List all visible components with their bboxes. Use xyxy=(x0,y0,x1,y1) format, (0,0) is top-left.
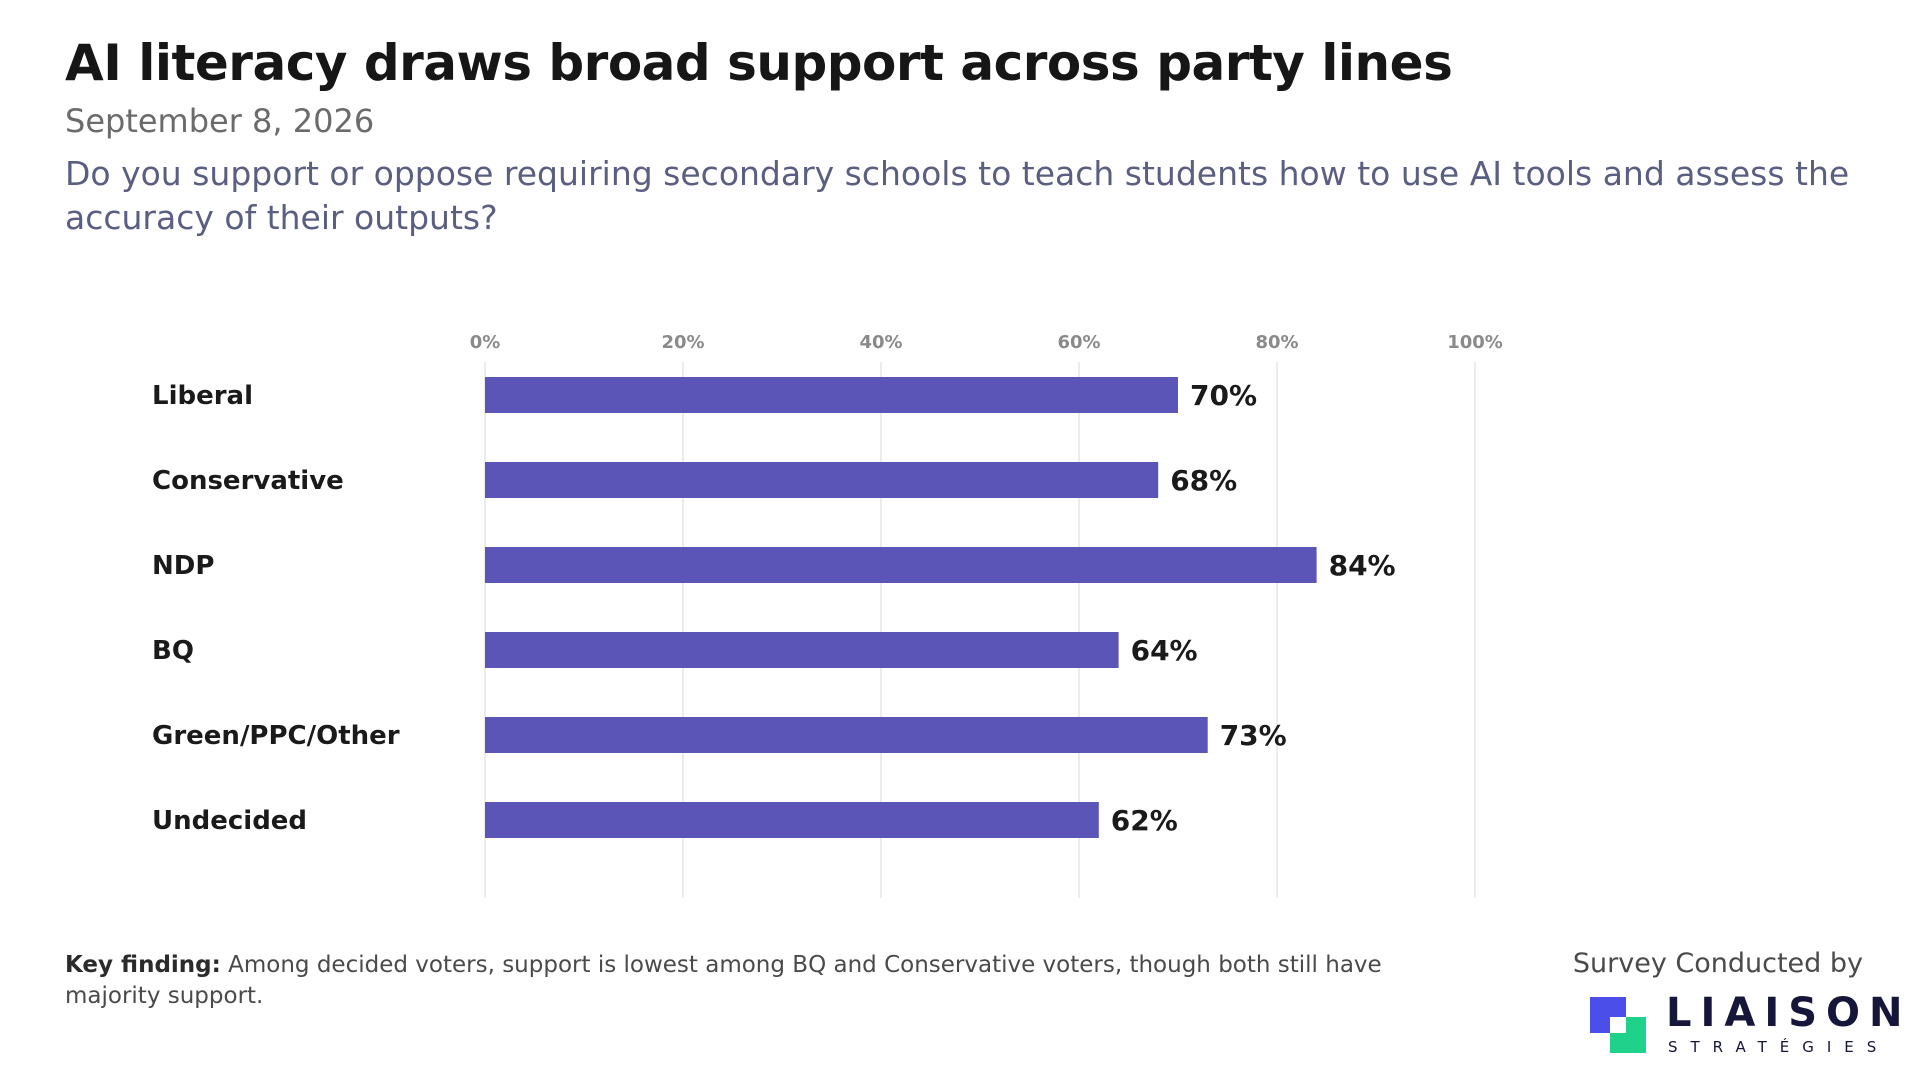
category-label: BQ xyxy=(152,636,194,666)
liaison-logo: LIAISON STRATÉGIES xyxy=(1590,990,1903,1056)
key-finding: Key finding: Among decided voters, suppo… xyxy=(65,950,1445,1012)
survey-question: Do you support or oppose requiring secon… xyxy=(65,154,1850,237)
x-tick-label: 80% xyxy=(1255,332,1298,353)
x-tick-label: 0% xyxy=(470,332,501,353)
bar xyxy=(485,377,1178,413)
logo-mark-icon xyxy=(1590,997,1646,1053)
data-label: 64% xyxy=(1131,634,1198,667)
category-label: NDP xyxy=(152,551,214,581)
category-label: Liberal xyxy=(152,381,253,411)
x-tick-label: 20% xyxy=(661,332,704,353)
key-finding-text: Among decided voters, support is lowest … xyxy=(65,952,1382,1009)
category-label: Undecided xyxy=(152,806,307,836)
logo-name: LIAISON xyxy=(1666,990,1912,1036)
bar xyxy=(485,462,1159,498)
x-tick-label: 60% xyxy=(1057,332,1100,353)
chart-title: AI literacy draws broad support across p… xyxy=(65,34,1453,92)
x-tick-label: 40% xyxy=(859,332,902,353)
survey-credit: Survey Conducted by xyxy=(1572,948,1863,979)
bar-chart: 0% 20% 40% 60% 80% 100% Liberal 70% Conservative… xyxy=(152,332,1503,898)
bar xyxy=(485,802,1099,838)
chart-date: September 8, 2026 xyxy=(65,102,375,140)
category-label: Green/PPC/Other xyxy=(152,721,400,751)
logo-subtitle: STRATÉGIES xyxy=(1668,1038,1890,1056)
bar xyxy=(485,547,1317,583)
data-label: 68% xyxy=(1170,464,1237,497)
data-label: 62% xyxy=(1111,804,1178,837)
data-label: 84% xyxy=(1329,549,1396,582)
x-tick-label: 100% xyxy=(1447,332,1503,353)
category-label: Conservative xyxy=(152,466,344,496)
bar xyxy=(485,632,1119,668)
bar xyxy=(485,717,1208,753)
key-finding-label: Key finding: xyxy=(65,952,221,978)
data-label: 73% xyxy=(1220,719,1287,752)
data-label: 70% xyxy=(1190,379,1257,412)
